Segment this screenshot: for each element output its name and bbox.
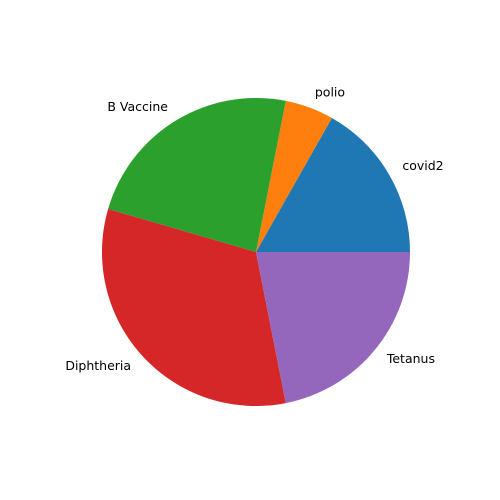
- pie-slice-covid2: [256, 117, 410, 253]
- pie-slices: [101, 97, 410, 407]
- pie-label-tetanus: Tetanus: [386, 351, 435, 366]
- pie-label-polio: polio: [315, 85, 345, 100]
- pie-label-covid2: covid2: [402, 158, 443, 173]
- pie-slice-polio: [256, 100, 332, 252]
- pie-slice-diphtheria: [101, 209, 286, 407]
- pie-labels: covid2 polio B Vaccine Diphtheria Tetanus: [65, 85, 443, 373]
- pie-label-diphtheria: Diphtheria: [65, 358, 131, 373]
- pie-slice-tetanus: [256, 252, 410, 404]
- pie-label-b-vaccine: B Vaccine: [107, 99, 168, 114]
- pie-slice-b-vaccine: [108, 97, 286, 252]
